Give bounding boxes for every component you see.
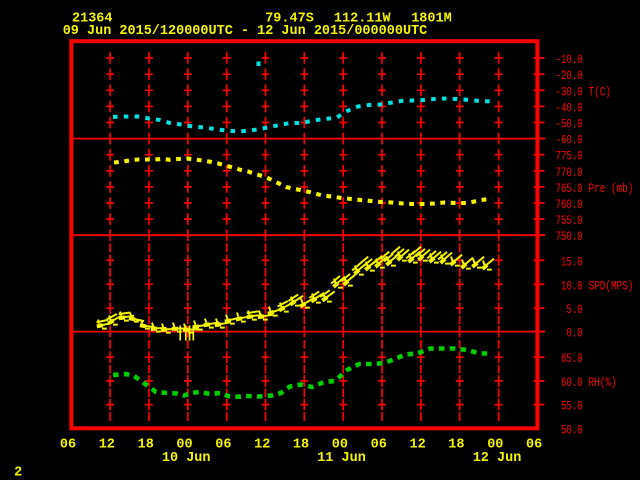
- svg-text:RH(%): RH(%): [589, 377, 617, 391]
- svg-text:112.11W: 112.11W: [334, 11, 392, 26]
- svg-text:79.47S: 79.47S: [265, 11, 314, 26]
- svg-text:10.0: 10.0: [561, 280, 583, 294]
- svg-text:755.0: 755.0: [556, 215, 583, 229]
- svg-text:11 Jun: 11 Jun: [317, 451, 366, 466]
- svg-text:12: 12: [254, 437, 270, 452]
- svg-text:50.0: 50.0: [561, 424, 583, 438]
- svg-text:00: 00: [176, 437, 192, 452]
- svg-text:-40.0: -40.0: [556, 102, 583, 116]
- svg-text:750.0: 750.0: [556, 231, 583, 245]
- svg-text:06: 06: [60, 437, 76, 452]
- svg-text:765.0: 765.0: [556, 183, 583, 197]
- svg-text:Pre (mb): Pre (mb): [589, 183, 634, 197]
- svg-text:-10.0: -10.0: [556, 54, 583, 68]
- svg-text:10 Jun: 10 Jun: [162, 451, 211, 466]
- svg-text:09 Jun 2015/120000UTC - 12 Jun: 09 Jun 2015/120000UTC - 12 Jun 2015/0000…: [63, 24, 428, 39]
- svg-text:12: 12: [99, 437, 115, 452]
- svg-text:18: 18: [138, 437, 154, 452]
- svg-text:60.0: 60.0: [561, 377, 583, 391]
- svg-text:21364: 21364: [72, 11, 113, 26]
- svg-text:770.0: 770.0: [556, 166, 583, 180]
- svg-text:760.0: 760.0: [556, 199, 583, 213]
- svg-text:12 Jun: 12 Jun: [473, 451, 522, 466]
- svg-text:06: 06: [371, 437, 387, 452]
- svg-text:-30.0: -30.0: [556, 86, 583, 100]
- svg-text:1801M: 1801M: [411, 11, 452, 26]
- svg-text:18: 18: [293, 437, 309, 452]
- svg-text:18: 18: [448, 437, 464, 452]
- svg-text:55.0: 55.0: [561, 400, 583, 414]
- svg-text:SPD(MPS): SPD(MPS): [589, 280, 634, 294]
- svg-text:12: 12: [409, 437, 425, 452]
- svg-text:2: 2: [14, 466, 22, 480]
- svg-text:-20.0: -20.0: [556, 70, 583, 84]
- svg-text:-60.0: -60.0: [556, 134, 583, 148]
- svg-text:15.0: 15.0: [561, 256, 583, 270]
- svg-text:5.0: 5.0: [566, 304, 582, 318]
- svg-text:775.0: 775.0: [556, 150, 583, 164]
- svg-text:65.0: 65.0: [561, 353, 583, 367]
- svg-text:06: 06: [526, 437, 542, 452]
- svg-text:-50.0: -50.0: [556, 118, 583, 132]
- svg-text:0.0: 0.0: [566, 327, 582, 341]
- svg-text:00: 00: [332, 437, 348, 452]
- svg-text:T(C): T(C): [589, 86, 611, 100]
- svg-text:06: 06: [215, 437, 231, 452]
- svg-text:00: 00: [487, 437, 503, 452]
